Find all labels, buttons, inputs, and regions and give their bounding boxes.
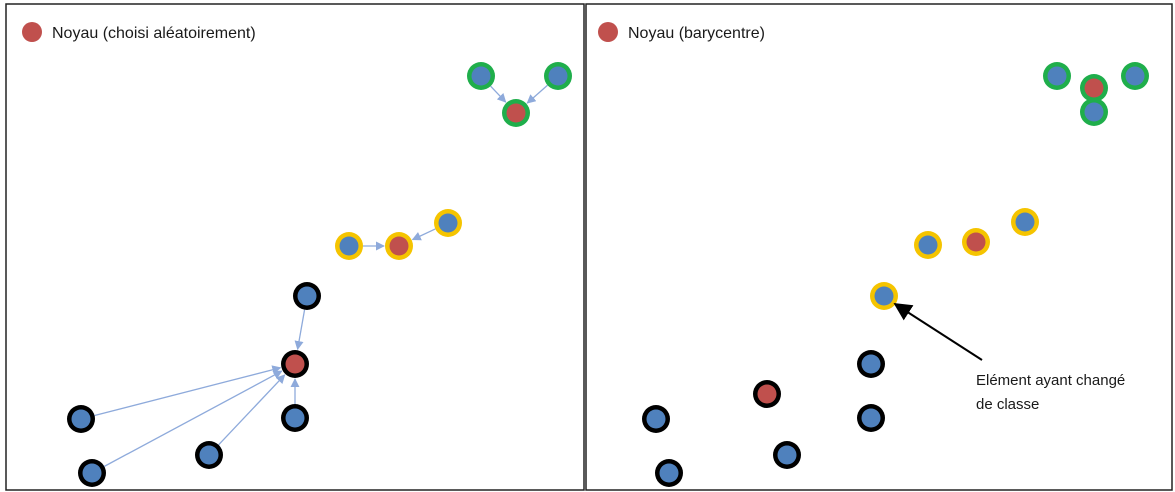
nucleus-core bbox=[506, 103, 526, 123]
point-core bbox=[1015, 212, 1035, 232]
point-core bbox=[199, 445, 219, 465]
data-point bbox=[1080, 98, 1108, 126]
right-legend: Noyau (barycentre) bbox=[598, 22, 765, 42]
point-core bbox=[71, 409, 91, 429]
data-point bbox=[914, 231, 942, 259]
left-data-points bbox=[67, 62, 572, 487]
data-point bbox=[544, 62, 572, 90]
nucleus-point bbox=[385, 232, 413, 260]
assignment-arrow bbox=[411, 228, 436, 241]
annotation-line-1: Elément ayant changé bbox=[976, 372, 1125, 389]
point-core bbox=[297, 286, 317, 306]
legend-label: Noyau (barycentre) bbox=[628, 25, 765, 42]
point-core bbox=[285, 408, 305, 428]
left-assignment-arrows bbox=[94, 84, 548, 467]
changed-class-annotation: Elément ayant changé de classe bbox=[893, 303, 1125, 413]
nucleus-point bbox=[753, 380, 781, 408]
point-core bbox=[548, 66, 568, 86]
left-legend: Noyau (choisi aléatoirement) bbox=[22, 22, 256, 42]
assignment-arrow bbox=[526, 84, 548, 104]
data-point bbox=[335, 232, 363, 260]
data-point bbox=[78, 459, 106, 487]
nucleus-core bbox=[1084, 78, 1104, 98]
data-point bbox=[67, 405, 95, 433]
assignment-arrow bbox=[294, 309, 306, 351]
point-core bbox=[646, 409, 666, 429]
data-point bbox=[642, 405, 670, 433]
nucleus-core bbox=[966, 232, 986, 252]
legend-label: Noyau (choisi aléatoirement) bbox=[52, 25, 256, 42]
nucleus-point bbox=[962, 228, 990, 256]
point-core bbox=[1084, 102, 1104, 122]
right-panel-frame bbox=[585, 3, 1173, 491]
data-point bbox=[870, 282, 898, 310]
data-point bbox=[1121, 62, 1149, 90]
nucleus-core bbox=[757, 384, 777, 404]
point-core bbox=[339, 236, 359, 256]
point-core bbox=[861, 354, 881, 374]
point-core bbox=[918, 235, 938, 255]
data-point bbox=[773, 441, 801, 469]
annotation-line-2: de classe bbox=[976, 396, 1039, 413]
point-core bbox=[874, 286, 894, 306]
nucleus-core bbox=[389, 236, 409, 256]
data-point bbox=[195, 441, 223, 469]
legend-nucleus-marker bbox=[598, 22, 618, 42]
point-core bbox=[861, 408, 881, 428]
point-core bbox=[82, 463, 102, 483]
data-point bbox=[293, 282, 321, 310]
right-data-points bbox=[642, 62, 1149, 487]
data-point bbox=[1043, 62, 1071, 90]
assignment-arrow bbox=[94, 365, 282, 417]
data-point bbox=[434, 209, 462, 237]
point-core bbox=[777, 445, 797, 465]
point-core bbox=[438, 213, 458, 233]
data-point bbox=[655, 459, 683, 487]
data-point bbox=[857, 404, 885, 432]
left-panel-frame bbox=[5, 3, 585, 491]
point-core bbox=[1047, 66, 1067, 86]
data-point bbox=[1011, 208, 1039, 236]
assignment-arrow bbox=[104, 370, 283, 467]
nucleus-point bbox=[1080, 74, 1108, 102]
data-point bbox=[281, 404, 309, 432]
data-point bbox=[467, 62, 495, 90]
legend-nucleus-marker bbox=[22, 22, 42, 42]
assignment-arrow bbox=[490, 85, 507, 103]
data-point bbox=[857, 350, 885, 378]
point-core bbox=[471, 66, 491, 86]
assignment-arrow bbox=[218, 374, 286, 446]
annotation-arrow bbox=[893, 303, 983, 361]
nucleus-core bbox=[285, 354, 305, 374]
nucleus-point bbox=[281, 350, 309, 378]
point-core bbox=[659, 463, 679, 483]
point-core bbox=[1125, 66, 1145, 86]
nucleus-point bbox=[502, 99, 530, 127]
